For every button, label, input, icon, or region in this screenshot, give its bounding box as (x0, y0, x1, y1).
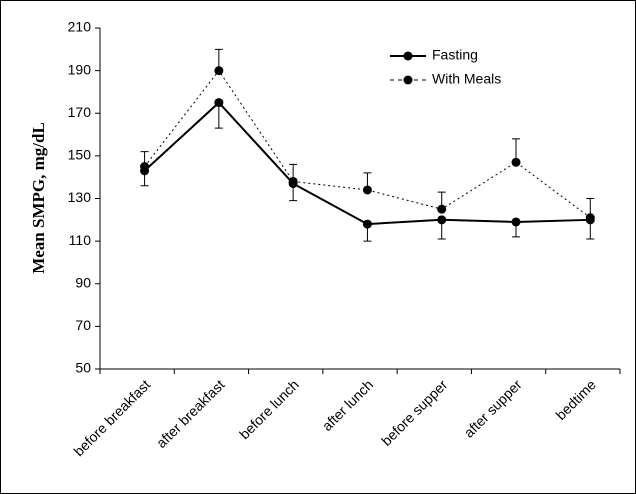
data-point (362, 219, 372, 229)
data-point (214, 66, 224, 76)
y-tick-label: 190 (68, 61, 92, 77)
legend-label: With Meals (432, 71, 501, 87)
data-point (140, 162, 150, 172)
y-tick-label: 150 (68, 147, 92, 163)
data-point (585, 213, 595, 223)
legend-label: Fasting (432, 47, 478, 63)
data-point (511, 217, 521, 227)
y-tick-label: 210 (68, 19, 92, 35)
y-tick-label: 50 (75, 360, 91, 376)
data-point (437, 204, 447, 214)
legend-marker (403, 51, 413, 61)
legend-marker (403, 75, 413, 85)
y-tick-label: 170 (68, 104, 92, 120)
data-point (288, 176, 298, 186)
data-point (511, 157, 521, 167)
y-tick-label: 130 (68, 189, 92, 205)
data-point (362, 185, 372, 195)
y-axis-label: Mean SMPG, mg/dL (29, 122, 48, 274)
y-tick-label: 110 (69, 232, 92, 248)
y-tick-label: 90 (75, 274, 91, 290)
y-tick-label: 70 (75, 317, 91, 333)
data-point (214, 98, 224, 108)
data-point (437, 215, 447, 225)
